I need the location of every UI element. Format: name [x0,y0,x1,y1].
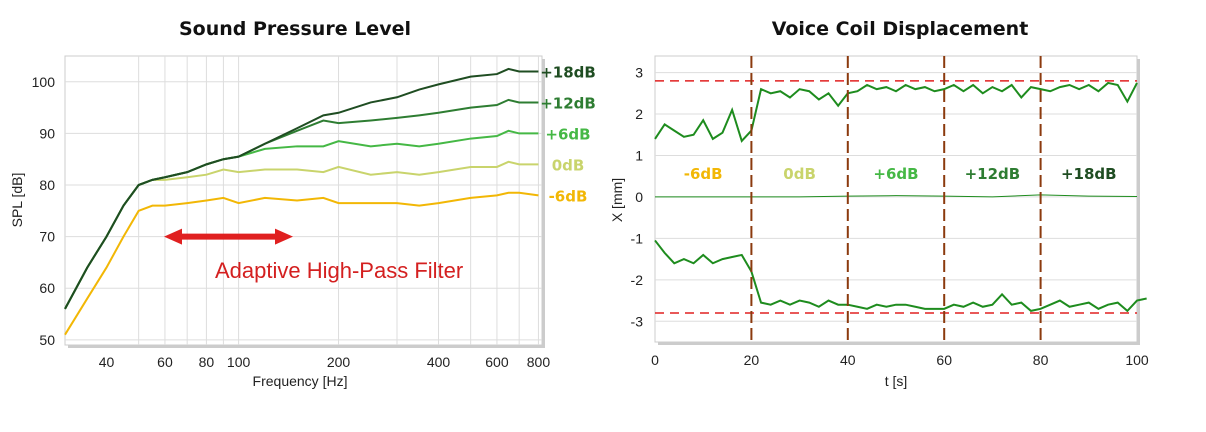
displacement-chart: -3 -2 -1 0 1 2 3 0 20 40 60 80 100 Voice Coil Displac… [609,18,1149,389]
y-tick-label: 100 [32,74,56,90]
y-tick-label: 1 [635,147,643,163]
segment-label: +6dB [873,165,918,183]
x-tick-label: 60 [157,354,173,370]
y-tick-label: -3 [631,313,644,329]
x-tick-label: 100 [227,354,251,370]
y-tick-label: 0 [635,189,643,205]
series-line-lower [654,239,1147,313]
x-tick-label: 80 [199,354,215,370]
x-tick-label: 400 [427,354,451,370]
y-tick-label: -2 [631,272,644,288]
y-tick-label: 90 [39,125,55,141]
series-label: 0dB [552,156,585,174]
segment-label: 0dB [783,165,816,183]
segment-label: -6dB [684,165,723,183]
series-line-+18dB [64,67,539,310]
series-label: +18dB [540,63,596,81]
y-tick-label: 60 [39,280,55,296]
segment-label: +18dB [1061,165,1117,183]
chart-title: Voice Coil Displacement [772,18,1029,40]
y-tick-label: -1 [631,230,644,246]
x-axis-label: t [s] [885,373,908,389]
y-tick-label: 2 [635,106,643,122]
segment-label: +12dB [965,165,1021,183]
x-tick-label: 40 [840,352,856,368]
y-tick-label: 70 [39,229,55,245]
y-tick-label: 3 [635,65,643,81]
x-tick-label: 20 [744,352,760,368]
x-tick-label: 0 [651,352,659,368]
x-tick-label: 60 [936,352,952,368]
series-label: +6dB [545,125,590,143]
x-tick-label: 600 [485,354,509,370]
x-tick-label: 80 [1033,352,1049,368]
series-line-mean [655,194,1138,198]
series-line--6dB [64,191,539,336]
spl-chart: 50 60 70 80 90 100 40 60 80 100 200 400 600 800 Sound … [9,18,596,389]
x-tick-label: 40 [99,354,115,370]
arrow-left-head [164,228,182,245]
y-axis-label: X [mm] [609,178,625,222]
x-tick-label: 800 [527,354,551,370]
x-tick-label: 200 [327,354,351,370]
series-line-upper [654,81,1138,143]
arrow-right-head [275,228,293,245]
annotation-text: Adaptive High-Pass Filter [215,258,463,283]
y-tick-label: 50 [39,332,55,348]
plot-area [654,55,1138,343]
y-tick-label: 80 [39,177,55,193]
y-axis-label: SPL [dB] [9,173,25,228]
series-label: +12dB [540,94,596,112]
series-label: -6dB [549,187,588,205]
x-tick-label: 100 [1125,352,1149,368]
x-axis-label: Frequency [Hz] [253,373,348,389]
chart-title: Sound Pressure Level [179,18,411,40]
